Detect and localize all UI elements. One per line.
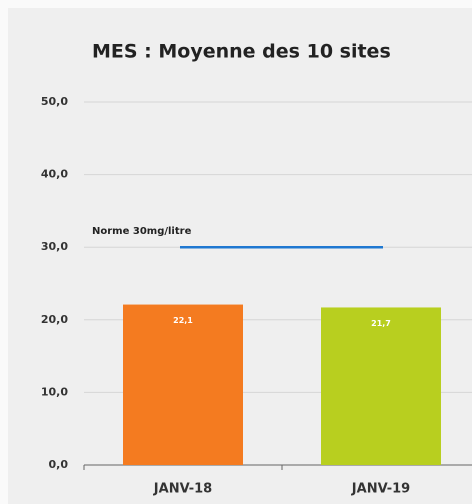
y-tick-label: 20,0 — [41, 313, 68, 326]
chart-title: MES : Moyenne des 10 sites — [92, 41, 391, 63]
y-tick-label: 50,0 — [41, 95, 68, 108]
y-tick-label: 0,0 — [49, 458, 69, 471]
data-label: 21,7 — [371, 319, 391, 328]
x-tick-label: JANV-18 — [153, 482, 212, 497]
y-tick-label: 40,0 — [41, 168, 68, 181]
bar — [321, 307, 441, 465]
reference-label: Norme 30mg/litre — [92, 226, 192, 237]
data-label: 22,1 — [173, 316, 193, 325]
bar — [123, 304, 243, 465]
y-tick-label: 30,0 — [41, 240, 68, 253]
y-tick-label: 10,0 — [41, 385, 68, 398]
x-tick-label: JANV-19 — [351, 482, 410, 497]
